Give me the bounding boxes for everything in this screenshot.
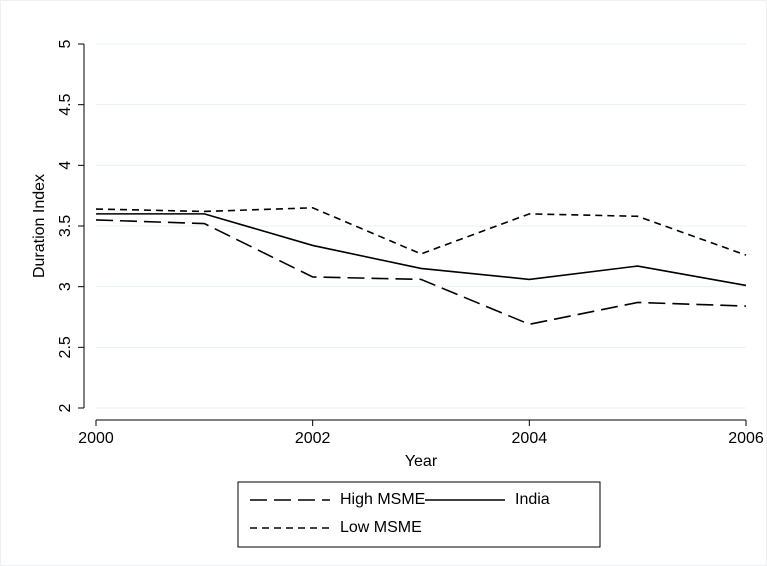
x-axis-label: Year [405,453,438,470]
y-tick-label: 4 [57,161,74,170]
y-tick-label: 2.5 [57,336,74,358]
legend-box [237,481,601,548]
data-line [95,206,747,256]
x-tick-label: 2006 [728,430,764,447]
y-axis-label: Duration Index [31,174,48,278]
y-tick-label: 5 [57,39,74,48]
legend-label: High MSME [340,491,425,508]
x-tick-label: 2002 [295,430,331,447]
y-tick-label: 2 [57,403,74,412]
y-tick-label: 3.5 [57,215,74,237]
data-line [96,213,747,287]
legend-label: India [515,491,550,508]
data-line [95,219,747,326]
x-tick-label: 2004 [512,430,548,447]
y-tick-label: 4.5 [57,93,74,115]
x-tick-label: 2000 [78,430,114,447]
legend-label: Low MSME [340,519,422,536]
y-tick-label: 3 [57,282,74,291]
